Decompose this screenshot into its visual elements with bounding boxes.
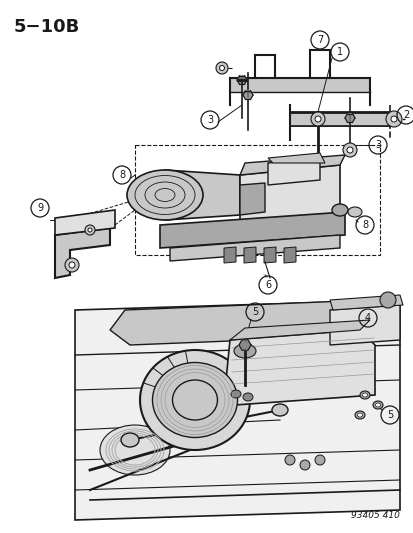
Ellipse shape xyxy=(359,391,369,399)
Circle shape xyxy=(346,147,352,153)
Circle shape xyxy=(284,455,294,465)
Polygon shape xyxy=(165,170,240,220)
Circle shape xyxy=(219,66,224,70)
Polygon shape xyxy=(159,212,344,248)
Polygon shape xyxy=(110,300,389,345)
Circle shape xyxy=(390,116,396,122)
Circle shape xyxy=(379,292,395,308)
Polygon shape xyxy=(283,247,295,263)
Circle shape xyxy=(314,455,324,465)
Circle shape xyxy=(69,262,75,268)
Polygon shape xyxy=(223,247,235,263)
Ellipse shape xyxy=(127,170,202,220)
Polygon shape xyxy=(230,78,369,92)
Text: 9: 9 xyxy=(37,203,43,213)
Ellipse shape xyxy=(100,425,170,475)
Polygon shape xyxy=(55,228,110,278)
Text: 93405 410: 93405 410 xyxy=(350,511,399,520)
Polygon shape xyxy=(240,183,264,215)
Text: 2: 2 xyxy=(402,110,408,120)
Polygon shape xyxy=(329,295,402,310)
Circle shape xyxy=(342,143,356,157)
Ellipse shape xyxy=(271,404,287,416)
Polygon shape xyxy=(242,91,252,99)
Text: 6: 6 xyxy=(264,280,271,290)
Ellipse shape xyxy=(121,433,139,447)
Circle shape xyxy=(385,111,401,127)
Polygon shape xyxy=(230,320,369,340)
Circle shape xyxy=(88,228,92,232)
Polygon shape xyxy=(267,153,324,163)
Ellipse shape xyxy=(362,393,367,397)
Ellipse shape xyxy=(372,401,382,409)
Circle shape xyxy=(85,225,95,235)
Text: 8: 8 xyxy=(361,220,367,230)
Ellipse shape xyxy=(347,207,361,217)
Ellipse shape xyxy=(230,390,240,398)
Text: 3: 3 xyxy=(374,140,380,150)
Text: 1: 1 xyxy=(336,47,342,57)
Polygon shape xyxy=(329,305,399,345)
Text: 7: 7 xyxy=(316,35,322,45)
Circle shape xyxy=(310,112,324,126)
Circle shape xyxy=(216,62,228,74)
Polygon shape xyxy=(289,112,389,126)
Polygon shape xyxy=(243,247,255,263)
Polygon shape xyxy=(240,155,344,175)
Ellipse shape xyxy=(242,393,252,401)
Polygon shape xyxy=(236,76,247,84)
Text: 5: 5 xyxy=(251,307,257,317)
Polygon shape xyxy=(55,210,115,235)
Polygon shape xyxy=(75,300,399,520)
Text: 5−10B: 5−10B xyxy=(14,18,80,36)
Text: 5: 5 xyxy=(386,410,392,420)
Ellipse shape xyxy=(357,413,362,417)
Circle shape xyxy=(299,460,309,470)
Text: 3: 3 xyxy=(206,115,213,125)
Ellipse shape xyxy=(375,403,380,407)
Polygon shape xyxy=(224,330,374,405)
Ellipse shape xyxy=(140,350,249,450)
Circle shape xyxy=(65,258,79,272)
Ellipse shape xyxy=(233,344,255,358)
Polygon shape xyxy=(170,235,339,261)
Text: 4: 4 xyxy=(364,313,370,323)
Polygon shape xyxy=(240,165,339,230)
Polygon shape xyxy=(263,247,275,263)
Polygon shape xyxy=(267,158,319,185)
Ellipse shape xyxy=(354,411,364,419)
Circle shape xyxy=(314,116,320,122)
Ellipse shape xyxy=(152,362,237,438)
Text: 8: 8 xyxy=(119,170,125,180)
Polygon shape xyxy=(344,114,354,123)
Ellipse shape xyxy=(172,380,217,420)
Polygon shape xyxy=(238,340,250,350)
Ellipse shape xyxy=(331,204,347,216)
